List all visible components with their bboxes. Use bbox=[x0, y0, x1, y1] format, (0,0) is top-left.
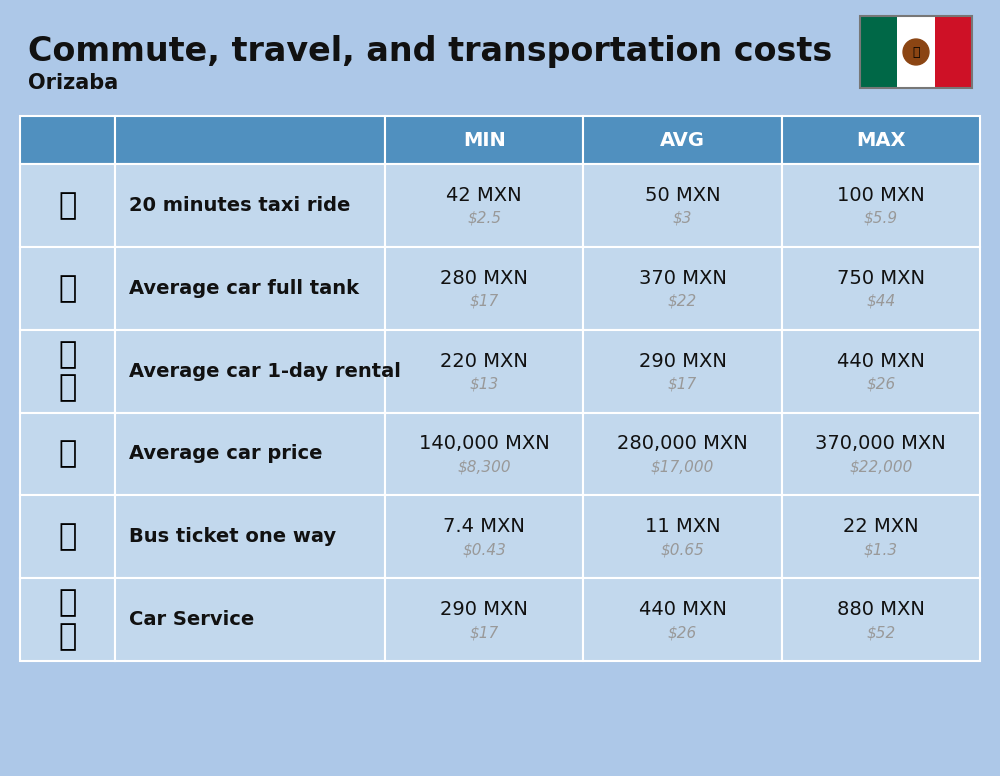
Bar bbox=[782, 164, 980, 247]
Bar bbox=[782, 495, 980, 578]
Text: 440 MXN: 440 MXN bbox=[639, 600, 726, 619]
Text: Average car 1-day rental: Average car 1-day rental bbox=[129, 362, 401, 380]
Text: 🔑
🚙: 🔑 🚙 bbox=[58, 340, 77, 403]
Text: MAX: MAX bbox=[856, 130, 906, 150]
Text: Car Service: Car Service bbox=[129, 610, 254, 629]
Text: 11 MXN: 11 MXN bbox=[645, 518, 720, 536]
Text: $22,000: $22,000 bbox=[849, 459, 913, 474]
Bar bbox=[20, 116, 115, 164]
Bar bbox=[782, 247, 980, 330]
Text: Orizaba: Orizaba bbox=[28, 73, 118, 93]
Text: Average car price: Average car price bbox=[129, 445, 322, 463]
Bar bbox=[385, 330, 583, 413]
Text: 290 MXN: 290 MXN bbox=[639, 352, 726, 371]
Bar bbox=[583, 247, 782, 330]
Text: 220 MXN: 220 MXN bbox=[440, 352, 528, 371]
Text: 370 MXN: 370 MXN bbox=[639, 268, 726, 288]
Bar bbox=[782, 413, 980, 495]
Text: $44: $44 bbox=[866, 294, 895, 309]
Text: ⛽: ⛽ bbox=[58, 274, 77, 303]
Text: MIN: MIN bbox=[463, 130, 506, 150]
Text: $26: $26 bbox=[668, 625, 697, 640]
Bar bbox=[385, 578, 583, 661]
Text: $17: $17 bbox=[668, 376, 697, 392]
Text: Commute, travel, and transportation costs: Commute, travel, and transportation cost… bbox=[28, 34, 832, 68]
Bar bbox=[583, 413, 782, 495]
Bar bbox=[385, 116, 583, 164]
Bar bbox=[385, 413, 583, 495]
Bar bbox=[20, 247, 115, 330]
Bar bbox=[860, 16, 897, 88]
Text: Bus ticket one way: Bus ticket one way bbox=[129, 527, 336, 546]
Text: $8,300: $8,300 bbox=[457, 459, 511, 474]
Bar bbox=[935, 16, 972, 88]
Text: $0.43: $0.43 bbox=[462, 542, 506, 557]
Text: $0.65: $0.65 bbox=[661, 542, 704, 557]
Bar bbox=[115, 116, 385, 164]
Bar bbox=[115, 495, 385, 578]
Bar bbox=[583, 116, 782, 164]
Text: 440 MXN: 440 MXN bbox=[837, 352, 925, 371]
Text: 🚖: 🚖 bbox=[58, 191, 77, 220]
Text: 22 MXN: 22 MXN bbox=[843, 518, 919, 536]
Text: $52: $52 bbox=[866, 625, 895, 640]
Text: 290 MXN: 290 MXN bbox=[440, 600, 528, 619]
Text: $17: $17 bbox=[470, 625, 499, 640]
Text: 50 MXN: 50 MXN bbox=[645, 186, 720, 205]
Bar bbox=[583, 495, 782, 578]
Bar bbox=[583, 578, 782, 661]
Text: 370,000 MXN: 370,000 MXN bbox=[815, 435, 946, 453]
Bar bbox=[860, 16, 972, 88]
Text: 140,000 MXN: 140,000 MXN bbox=[419, 435, 550, 453]
Text: $26: $26 bbox=[866, 376, 895, 392]
Text: $13: $13 bbox=[470, 376, 499, 392]
Bar bbox=[897, 16, 935, 88]
Bar bbox=[385, 247, 583, 330]
Bar bbox=[385, 495, 583, 578]
Bar bbox=[115, 578, 385, 661]
Text: 280 MXN: 280 MXN bbox=[440, 268, 528, 288]
Text: AVG: AVG bbox=[660, 130, 705, 150]
Bar bbox=[782, 578, 980, 661]
Bar bbox=[583, 164, 782, 247]
Text: 880 MXN: 880 MXN bbox=[837, 600, 925, 619]
Bar bbox=[20, 413, 115, 495]
Bar bbox=[385, 164, 583, 247]
Text: $17: $17 bbox=[470, 294, 499, 309]
Bar bbox=[20, 495, 115, 578]
Bar bbox=[115, 247, 385, 330]
Text: 100 MXN: 100 MXN bbox=[837, 186, 925, 205]
Text: 280,000 MXN: 280,000 MXN bbox=[617, 435, 748, 453]
Bar bbox=[115, 330, 385, 413]
Circle shape bbox=[903, 39, 929, 65]
Text: 42 MXN: 42 MXN bbox=[446, 186, 522, 205]
Text: 🚌: 🚌 bbox=[58, 522, 77, 551]
Bar bbox=[782, 330, 980, 413]
Text: $3: $3 bbox=[673, 211, 692, 226]
Text: 🔧
🚗: 🔧 🚗 bbox=[58, 588, 77, 651]
Text: 20 minutes taxi ride: 20 minutes taxi ride bbox=[129, 196, 350, 215]
Text: $22: $22 bbox=[668, 294, 697, 309]
Text: $1.3: $1.3 bbox=[864, 542, 898, 557]
Bar bbox=[20, 330, 115, 413]
Text: 750 MXN: 750 MXN bbox=[837, 268, 925, 288]
Bar bbox=[20, 164, 115, 247]
Bar bbox=[782, 116, 980, 164]
Text: $5.9: $5.9 bbox=[864, 211, 898, 226]
Text: 7.4 MXN: 7.4 MXN bbox=[443, 518, 525, 536]
Text: 🚗: 🚗 bbox=[58, 439, 77, 469]
Bar bbox=[583, 330, 782, 413]
Text: $2.5: $2.5 bbox=[467, 211, 501, 226]
Text: Average car full tank: Average car full tank bbox=[129, 279, 359, 298]
Bar bbox=[115, 413, 385, 495]
Text: $17,000: $17,000 bbox=[651, 459, 714, 474]
Text: 🦅: 🦅 bbox=[912, 46, 920, 58]
Bar bbox=[115, 164, 385, 247]
Bar bbox=[20, 578, 115, 661]
